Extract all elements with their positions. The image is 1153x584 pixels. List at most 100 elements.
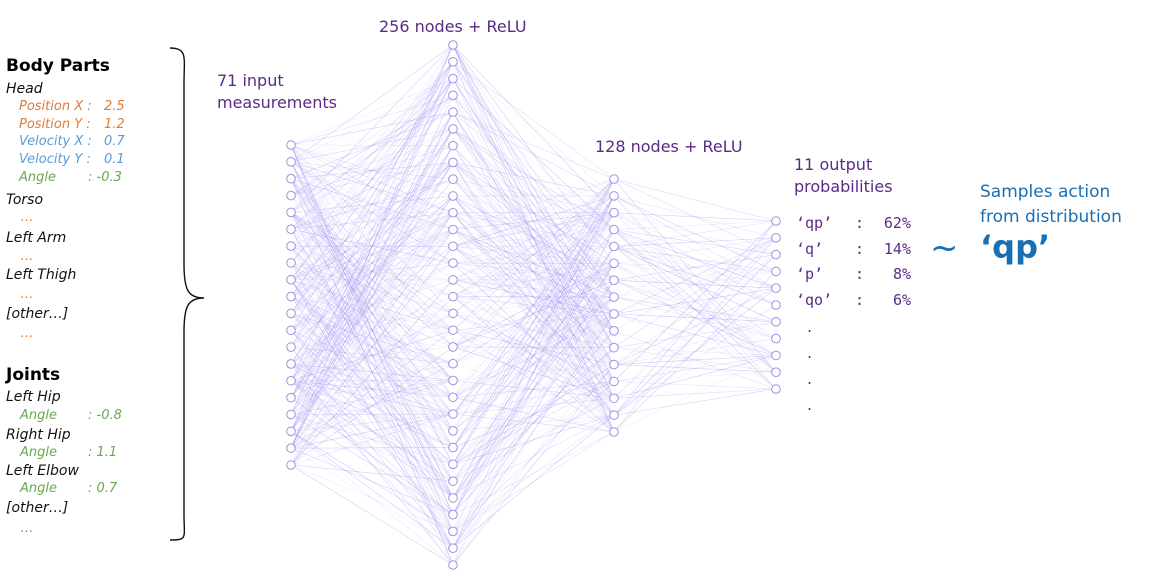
input-node [286, 392, 296, 403]
network-edge [452, 347, 615, 482]
network-edge [290, 397, 454, 515]
network-edge [290, 162, 454, 264]
network-edge [290, 363, 454, 449]
network-edge [452, 397, 615, 482]
network-edge [452, 162, 615, 197]
network-edge [290, 178, 454, 230]
network-edge [290, 346, 454, 549]
network-edge [452, 279, 615, 399]
hidden-1-node [448, 409, 458, 419]
network-edge [452, 212, 615, 448]
hidden-layer-2-label: 128 nodes + ReLU [595, 137, 743, 156]
torso-ellipsis: … [20, 210, 33, 225]
hidden-1-node [448, 157, 458, 168]
network-edge [452, 414, 615, 432]
network-edge [452, 262, 615, 281]
network-edge [452, 229, 615, 448]
network-edge [290, 380, 454, 482]
output-row-p-prob: 8% [892, 265, 911, 283]
network-edge [290, 128, 454, 466]
network-edge [290, 144, 454, 264]
network-edge [452, 61, 615, 433]
network-edge [290, 228, 454, 381]
network-edge [613, 313, 777, 356]
network-edge [452, 263, 615, 348]
network-edge [613, 355, 777, 365]
network-edge [290, 111, 454, 146]
network-edge [290, 111, 454, 449]
network-edge [290, 161, 454, 465]
network-edge [290, 246, 454, 449]
network-edge [452, 396, 615, 433]
network-edge [452, 414, 615, 499]
network-edge [452, 145, 615, 331]
network-edge [452, 229, 615, 348]
network-edge [452, 212, 615, 264]
network-edge [452, 313, 615, 482]
network-edge [452, 195, 615, 499]
network-edge [452, 313, 615, 399]
hidden-1-node [448, 140, 458, 151]
network-edge [452, 162, 615, 332]
network-edge [452, 229, 615, 415]
network-edge [290, 61, 454, 297]
network-edge [290, 162, 454, 297]
network-edge [452, 61, 615, 416]
hidden-1-node [448, 543, 458, 554]
output-node [771, 216, 781, 226]
hidden-1-node [448, 392, 458, 403]
hidden-2-node [609, 427, 619, 437]
hidden-1-node [448, 476, 458, 486]
network-edge [613, 321, 777, 416]
network-edge [290, 228, 454, 314]
network-edge [290, 128, 454, 163]
network-edge [290, 212, 454, 398]
output-layer-label-line1: 11 output [794, 155, 873, 174]
network-edge [290, 245, 454, 448]
network-edge [452, 330, 615, 398]
network-edge [290, 212, 454, 348]
network-edge [290, 178, 454, 247]
position-y-name: Position Y : [19, 117, 91, 132]
network-edge [290, 413, 454, 466]
right-hip-angle-name: Angle [20, 445, 57, 460]
network-edge [613, 371, 777, 382]
network-edge [452, 263, 615, 566]
network-edge [613, 321, 777, 348]
network-edge [290, 144, 454, 146]
network-edge [452, 178, 615, 499]
network-edge [452, 212, 615, 332]
network-edge [452, 347, 615, 499]
network-edge [290, 162, 454, 179]
network-edge [290, 44, 454, 432]
network-edge [290, 279, 454, 398]
hidden-1-node [448, 224, 458, 235]
network-edge [452, 212, 615, 348]
network-edge [290, 313, 454, 381]
network-edge [290, 346, 454, 466]
output-row-p-action: ‘p’ [796, 265, 824, 283]
network-edge [613, 287, 777, 416]
network-edge [290, 313, 454, 466]
network-edge [452, 111, 615, 247]
input-node [286, 359, 296, 369]
network-edge [290, 380, 454, 415]
network-edge [290, 464, 454, 482]
network-edge [613, 271, 777, 433]
network-edge [290, 61, 454, 264]
network-edge [290, 296, 454, 532]
network-edge [290, 279, 454, 331]
head-angle-name: Angle [19, 170, 56, 185]
network-edge [613, 237, 777, 264]
network-edge [290, 145, 454, 449]
network-edge [452, 178, 615, 332]
network-edge [290, 61, 454, 432]
network-edge [452, 145, 615, 399]
network-edge [613, 195, 777, 390]
network-edge [290, 44, 454, 163]
network-edge [290, 162, 454, 331]
network-edge [290, 262, 454, 331]
network-edge [290, 78, 454, 163]
network-edge [613, 304, 777, 399]
network-edge [613, 212, 777, 222]
